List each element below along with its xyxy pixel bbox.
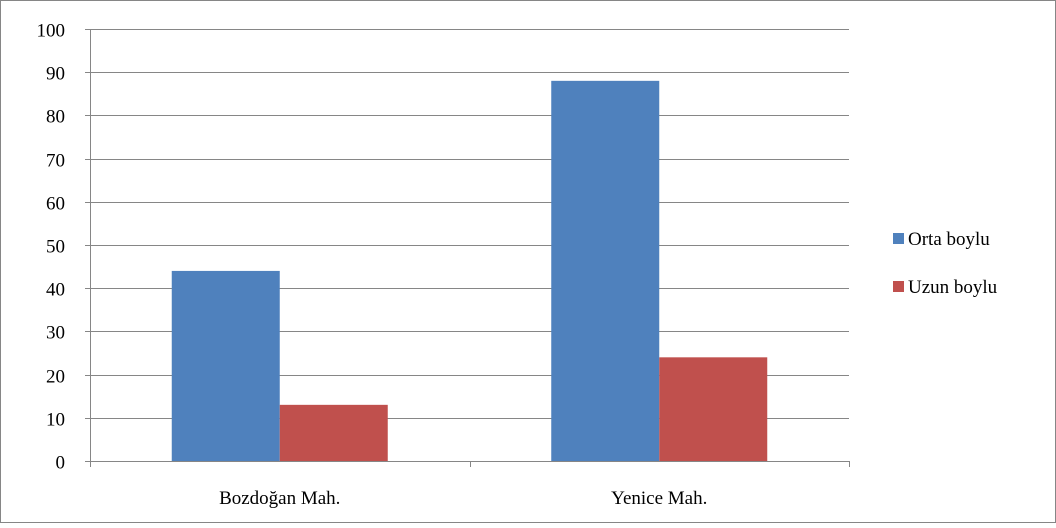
legend-entry-uzun-boylu: Uzun boylu [893, 277, 998, 298]
y-tick-label: 10 [46, 410, 65, 431]
y-tick-label: 20 [46, 367, 65, 388]
y-tick-label: 50 [46, 237, 65, 258]
x-tick-label: Yenice Mah. [611, 488, 707, 509]
y-tick-label: 60 [46, 194, 65, 215]
bar-uzun-boylu-1 [279, 404, 388, 461]
axes [85, 29, 850, 467]
legend-swatch-orta-boylu [893, 233, 904, 244]
bar-orta-boylu-2 [551, 80, 660, 461]
y-tick-label: 40 [46, 280, 65, 301]
y-tick-labels: 0 10 20 30 40 50 60 70 80 90 100 [37, 21, 66, 474]
y-tick-label: 90 [46, 64, 65, 85]
y-tick-label: 0 [56, 453, 66, 474]
legend-entry-orta-boylu: Orta boylu [893, 229, 990, 250]
legend-label-uzun-boylu: Uzun boylu [908, 277, 998, 298]
legend-label-orta-boylu: Orta boylu [908, 229, 990, 250]
bars [171, 80, 768, 461]
x-tick-label: Bozdoğan Mah. [219, 488, 340, 509]
bar-uzun-boylu-2 [659, 357, 768, 461]
y-tick-label: 70 [46, 151, 65, 172]
y-tick-label: 30 [46, 323, 65, 344]
bar-orta-boylu-1 [171, 270, 280, 461]
x-tick-labels: Bozdoğan Mah. Yenice Mah. [219, 488, 707, 509]
y-tick-label: 100 [37, 21, 66, 42]
y-tick-label: 80 [46, 107, 65, 128]
legend-swatch-uzun-boylu [893, 281, 904, 292]
legend: Orta boylu Uzun boylu [893, 229, 998, 298]
